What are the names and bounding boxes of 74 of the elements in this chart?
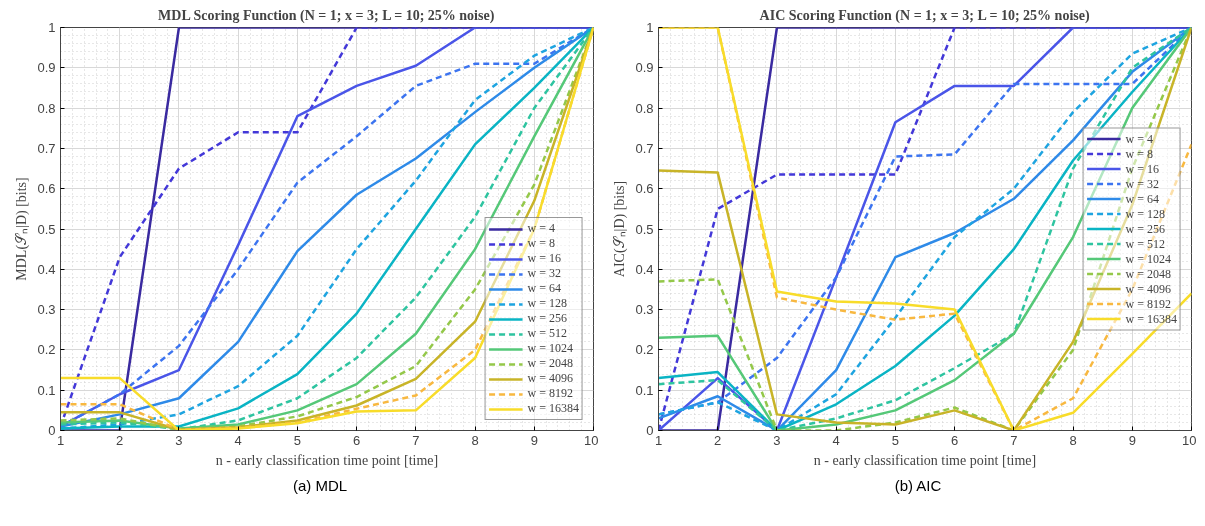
- y-tick-label: 0.9: [635, 60, 654, 76]
- y-tick-label: 0.8: [37, 100, 56, 116]
- x-tick-label: 10: [1182, 432, 1197, 448]
- legend-label: w = 64: [1125, 191, 1159, 206]
- y-tick-label: 0.1: [37, 382, 56, 398]
- y-tick-label: 0.4: [635, 261, 654, 277]
- y-tick-label: 0.5: [37, 221, 56, 237]
- x-tick-label: 6: [353, 432, 361, 448]
- y-tick-label: 0.5: [635, 221, 654, 237]
- y-tick-label: 0.7: [37, 140, 56, 156]
- legend-label: w = 1024: [527, 341, 573, 356]
- y-tick-label: 0.1: [635, 382, 654, 398]
- y-tick-label: 1: [48, 20, 56, 35]
- y-tick-label: 0.4: [37, 261, 56, 277]
- legend-label: w = 128: [527, 296, 567, 311]
- y-tick-label: 0.2: [37, 342, 56, 358]
- y-tick-label: 0.6: [37, 181, 56, 197]
- legend-label: w = 16384: [527, 401, 579, 416]
- x-tick-label: 8: [1069, 432, 1077, 448]
- y-tick-label: 0.8: [635, 100, 654, 116]
- legend-label: w = 16: [1125, 161, 1159, 176]
- legend-label: w = 8192: [1125, 296, 1171, 311]
- x-tick-label: 2: [116, 432, 124, 448]
- legend-label: w = 32: [1125, 176, 1159, 191]
- legend-label: w = 64: [527, 281, 561, 296]
- legend-label: w = 2048: [527, 356, 573, 371]
- y-tick-label: 0.9: [37, 60, 56, 76]
- text: (a) MDL: [292, 476, 348, 496]
- legend-label: w = 4096: [527, 371, 573, 386]
- legend-label: w = 4: [527, 221, 555, 236]
- y-tick-label: 0.6: [635, 181, 654, 197]
- x-tick-label: 3: [773, 432, 781, 448]
- legend-label: w = 8: [527, 236, 555, 251]
- chart-title: MDL Scoring Function (N = 1; x = 3; L = 10; 25% noise): [158, 7, 495, 24]
- text: (b) AIC: [894, 476, 942, 496]
- legend-label: w = 8: [1125, 146, 1153, 161]
- legend-label: w = 512: [527, 326, 567, 341]
- x-tick-label: 3: [175, 432, 183, 448]
- legend-label: w = 2048: [1125, 266, 1171, 281]
- y-tick-label: 0.2: [635, 342, 654, 358]
- legend-label: w = 512: [1125, 236, 1165, 251]
- chart-title: AIC Scoring Function (N = 1; x = 3; L = 10; 25% noise): [759, 7, 1090, 24]
- x-axis-title: n - early classification time point [time]: [813, 452, 1037, 468]
- y-tick-label: 0.3: [37, 302, 56, 318]
- y-tick-label: 0.7: [635, 140, 654, 156]
- legend-label: w = 32: [527, 266, 561, 281]
- x-tick-label: 6: [951, 432, 959, 448]
- x-tick-label: 4: [832, 432, 840, 448]
- y-tick-label: 0: [48, 423, 56, 438]
- x-tick-label: 7: [1010, 432, 1018, 448]
- y-tick-label: 1: [646, 20, 654, 35]
- y-tick-label: 0.3: [635, 302, 654, 318]
- y-tick-label: 0: [646, 423, 654, 438]
- x-tick-label: 2: [714, 432, 722, 448]
- x-tick-label: 5: [891, 432, 900, 448]
- x-tick-label: 8: [471, 432, 479, 448]
- legend-label: w = 4096: [1125, 281, 1171, 296]
- x-axis-title: n - early classification time point [time]: [215, 452, 439, 468]
- legend-label: w = 1024: [1125, 251, 1171, 266]
- x-tick-label: 4: [234, 432, 242, 448]
- x-tick-label: 10: [584, 432, 599, 448]
- x-tick-label: 9: [530, 432, 538, 448]
- legend-label: w = 8192: [527, 386, 573, 401]
- x-tick-label: 5: [293, 432, 302, 448]
- legend-label: w = 256: [527, 311, 567, 326]
- x-tick-label: 9: [1128, 432, 1136, 448]
- legend-label: w = 4: [1125, 131, 1153, 146]
- legend-label: w = 256: [1125, 221, 1165, 236]
- y-axis-title: MDL(𝒮ₙ|D) [bits]: [14, 177, 31, 281]
- legend-label: w = 128: [1125, 206, 1165, 221]
- legend-label: w = 16384: [1125, 311, 1177, 326]
- x-tick-label: 7: [412, 432, 420, 448]
- y-axis-title: AIC(𝒮ₙ|D) [bits]: [612, 180, 629, 278]
- legend-label: w = 16: [527, 251, 561, 266]
